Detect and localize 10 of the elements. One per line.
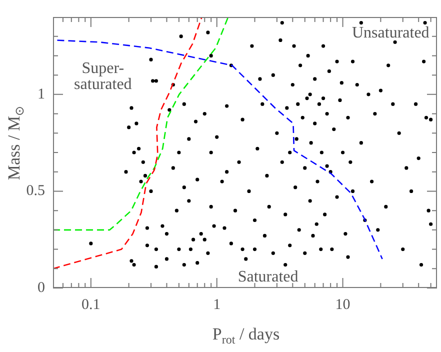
annotation: Unsaturated <box>352 24 430 42</box>
y-tick-label: 0.5 <box>26 183 45 200</box>
y-tick-label: 1 <box>38 86 45 102</box>
x-tick-label: 0.1 <box>82 296 100 313</box>
annotation: Saturated <box>238 268 298 286</box>
y-tick-label: 0 <box>38 280 45 296</box>
x-axis-title: P$_{rot}$ / days <box>212 324 280 348</box>
annotation: Super- saturated <box>74 60 132 93</box>
x-tick-label: 10 <box>335 296 350 313</box>
x-tick-label: 1 <box>213 296 221 313</box>
